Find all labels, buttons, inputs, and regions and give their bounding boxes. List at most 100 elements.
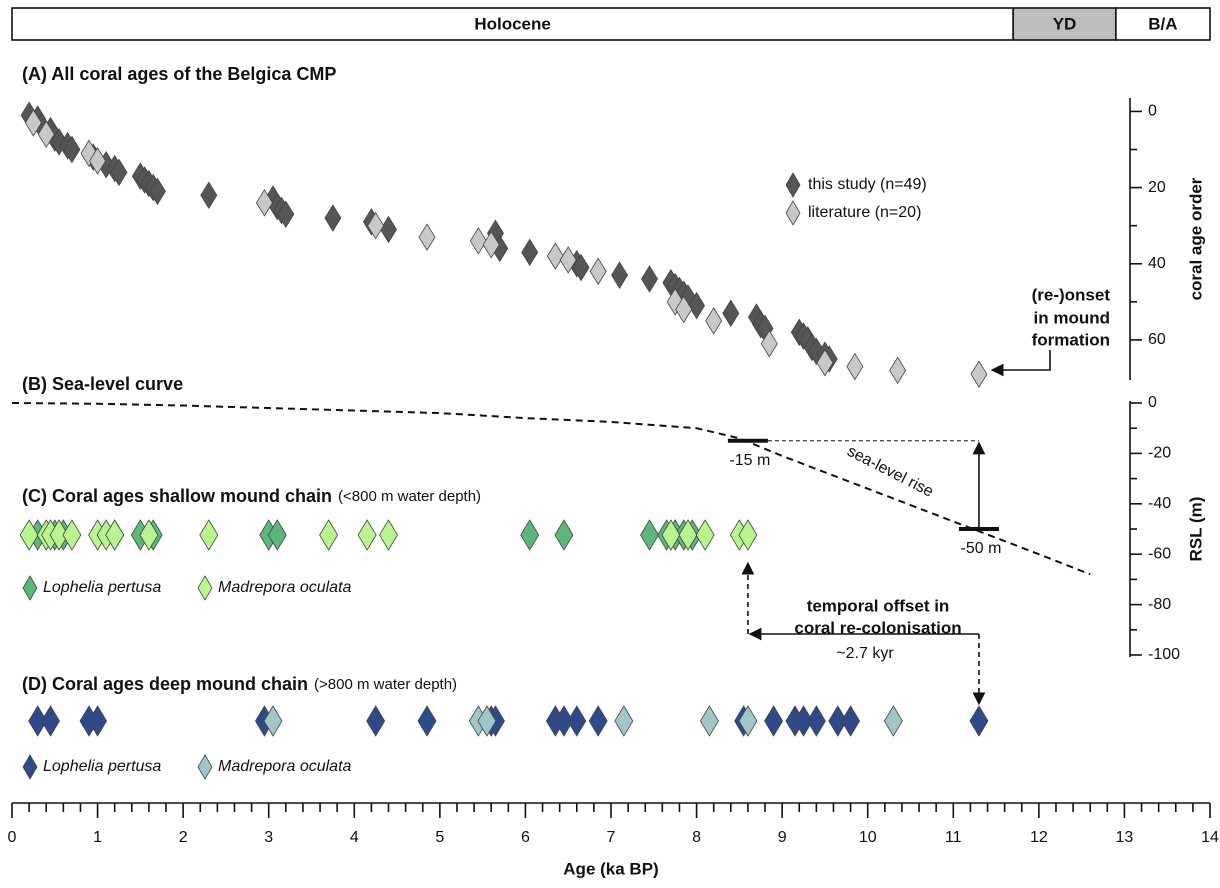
coral-age — [277, 200, 295, 229]
coral-age — [738, 705, 758, 737]
period — [1012, 7, 1117, 41]
x-tick-label: 14 — [1201, 829, 1219, 846]
annotation-arrow — [990, 350, 1051, 377]
x-tick-label: 8 — [692, 829, 701, 846]
coral-age — [199, 519, 219, 551]
coral-age — [969, 705, 989, 737]
legend-label: this study (n=49) — [808, 176, 927, 193]
subtitle: (<800 m water depth) — [338, 488, 481, 505]
y-tick-label: -20 — [1148, 445, 1171, 462]
coral-age — [695, 519, 715, 551]
coral-age — [846, 352, 864, 381]
annotation: coral re-colonisation — [794, 618, 961, 637]
annotation: formation — [1032, 330, 1110, 349]
coral-age — [688, 291, 706, 320]
x-tick-label: 2 — [179, 829, 188, 846]
coral-age — [722, 299, 740, 328]
y-tick-label: 20 — [1148, 179, 1166, 196]
coral-age — [828, 705, 848, 737]
coral-age — [614, 705, 634, 737]
panel-d-title: (D) Coral ages deep mound chain (>800 m w… — [22, 674, 457, 694]
coral-age — [324, 204, 342, 232]
period-label: YD — [1053, 14, 1077, 33]
coral-age — [889, 356, 907, 385]
period — [1115, 7, 1211, 41]
y-tick-label: -80 — [1148, 596, 1171, 613]
subtitle: (>800 m water depth) — [314, 676, 457, 693]
annotation: (re-)onset — [1032, 285, 1111, 304]
x-tick-label: 11 — [945, 829, 962, 846]
coral-age — [572, 253, 590, 282]
coral-age — [89, 147, 107, 175]
coral-age — [263, 705, 283, 737]
y-tick-label: 0 — [1148, 394, 1157, 411]
panel-b-title: (B) Sea-level curve — [22, 374, 183, 394]
coral-age — [477, 705, 497, 737]
legend-label: literature (n=20) — [808, 204, 921, 221]
x-tick-label: 12 — [1030, 829, 1048, 846]
sea-level-curve — [11, 402, 1091, 576]
x-tick-label: 5 — [435, 829, 444, 846]
coral-age — [110, 158, 128, 187]
coral-age — [366, 705, 386, 737]
legend-marker — [785, 172, 801, 198]
x-tick-label: 13 — [1116, 829, 1134, 846]
coral-age — [699, 705, 719, 737]
y-tick-label: 40 — [1148, 255, 1166, 272]
coral-age — [521, 238, 539, 267]
x-tick-label: 6 — [521, 829, 530, 846]
coral-age — [255, 189, 273, 217]
coral-age — [675, 295, 693, 324]
coral-age — [357, 519, 377, 551]
y-tick-label: 0 — [1148, 103, 1157, 120]
y-axis-label: RSL (m) — [1186, 497, 1205, 562]
coral-age — [559, 246, 577, 274]
coral-age — [49, 519, 69, 551]
rsl-label: -50 m — [961, 540, 1002, 557]
coral-age — [794, 705, 814, 737]
coral-age — [589, 257, 607, 286]
coral-age — [63, 135, 81, 164]
coral-age — [367, 211, 385, 240]
coral-age — [28, 705, 48, 737]
coral-age — [611, 261, 629, 289]
coral-age — [760, 329, 778, 358]
rsl-label: -15 m — [729, 452, 770, 469]
coral-age — [666, 288, 684, 316]
title: (D) Coral ages deep mound chain — [22, 674, 308, 694]
y-tick-label: -40 — [1148, 495, 1171, 512]
annotation: temporal offset in — [807, 596, 950, 615]
coral-age — [469, 227, 487, 255]
coral-age — [641, 265, 658, 293]
x-tick-label: 3 — [264, 829, 273, 846]
title: (C) Coral ages shallow mound chain — [22, 486, 332, 506]
legend-marker — [197, 754, 213, 780]
coral-age — [816, 349, 834, 377]
coral-age — [380, 215, 397, 244]
coral-age — [806, 705, 826, 737]
coral-age — [379, 519, 398, 551]
x-tick-label: 10 — [859, 829, 877, 846]
x-tick-label: 1 — [93, 829, 102, 846]
annotation: sea-level rise — [844, 443, 936, 501]
x-tick-label: 4 — [350, 829, 359, 846]
legend-label: Madrepora oculata — [218, 579, 352, 596]
legend-label: Lophelia pertusa — [43, 758, 161, 775]
legend-marker — [22, 754, 38, 780]
coral-age — [554, 519, 574, 551]
coral-age — [588, 705, 608, 737]
legend-marker — [785, 200, 801, 226]
coral-age — [24, 109, 42, 137]
coral-age — [661, 519, 681, 551]
coral-age — [149, 177, 166, 206]
panel-c-title: (C) Coral ages shallow mound chain (<800 … — [22, 486, 481, 506]
legend-marker — [22, 575, 38, 601]
y-tick-label: -60 — [1148, 545, 1171, 562]
y-axis-label: coral age order — [1186, 177, 1205, 300]
coral-age — [88, 705, 108, 737]
coral-age — [41, 705, 60, 737]
x-tick-label: 0 — [8, 829, 17, 846]
coral-age — [554, 705, 574, 737]
legend-label: Lophelia pertusa — [43, 579, 161, 596]
